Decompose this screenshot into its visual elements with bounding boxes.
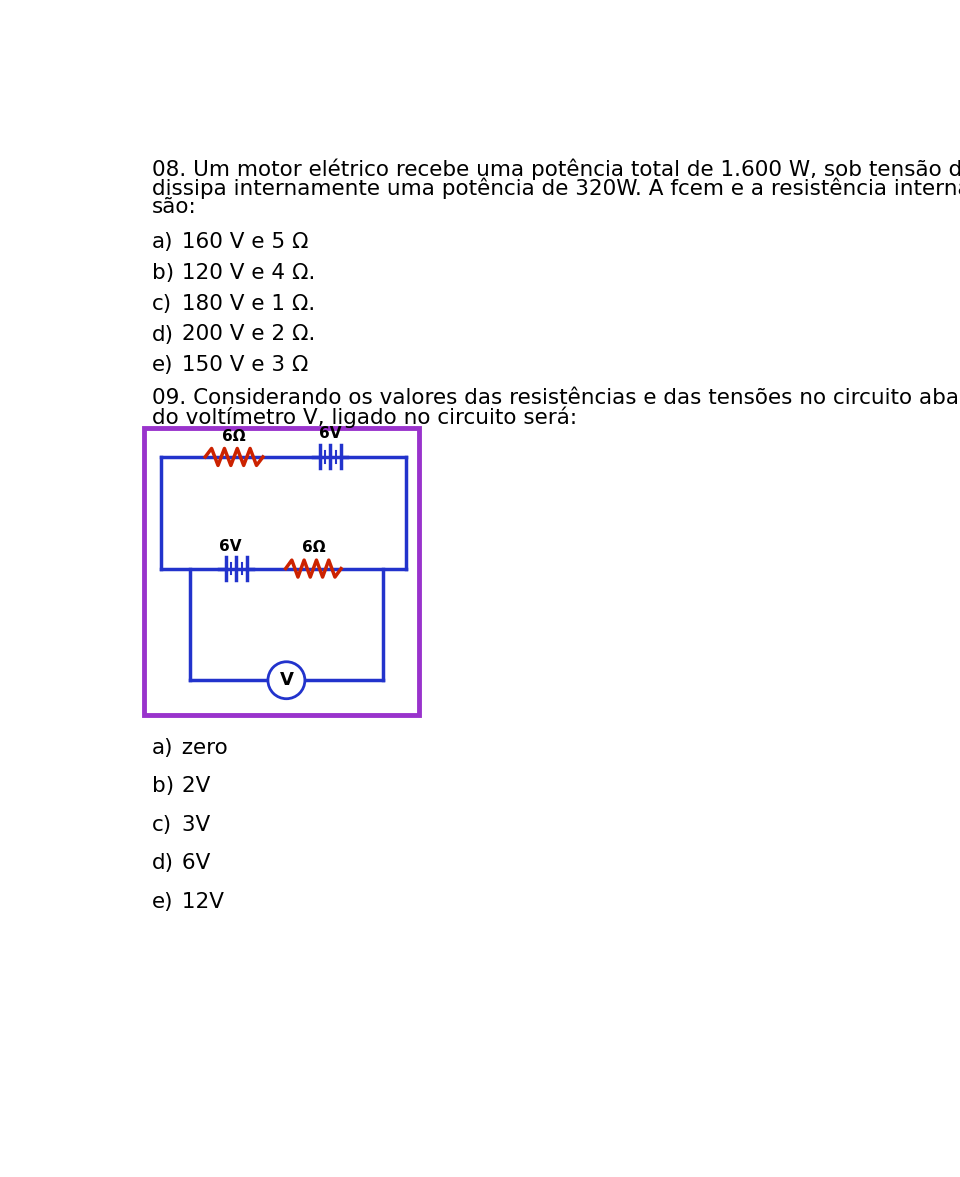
Text: 09. Considerando os valores das resistências e das tensões no circuito abaixo, a: 09. Considerando os valores das resistên… — [152, 387, 960, 407]
Text: b): b) — [152, 777, 174, 797]
Text: 6Ω: 6Ω — [222, 428, 246, 444]
Text: a): a) — [152, 232, 173, 252]
Text: 6Ω: 6Ω — [301, 540, 325, 556]
Text: V: V — [279, 671, 294, 690]
Bar — [144, 427, 419, 714]
Text: do voltímetro V, ligado no circuito será:: do voltímetro V, ligado no circuito será… — [152, 407, 577, 428]
Text: b): b) — [152, 262, 174, 282]
Text: e): e) — [152, 892, 173, 912]
Text: 08. Um motor elétrico recebe uma potência total de 1.600 W, sob tensão de 200 V,: 08. Um motor elétrico recebe uma potênci… — [152, 158, 960, 180]
Text: d): d) — [152, 325, 174, 345]
Text: 6V: 6V — [220, 539, 242, 554]
Text: c): c) — [152, 294, 172, 314]
Text: 150 V e 3 Ω: 150 V e 3 Ω — [175, 355, 308, 375]
Text: e): e) — [152, 355, 173, 375]
Text: a): a) — [152, 738, 173, 758]
Text: 120 V e 4 Ω.: 120 V e 4 Ω. — [175, 262, 315, 282]
Text: 6V: 6V — [175, 853, 210, 873]
Text: 180 V e 1 Ω.: 180 V e 1 Ω. — [175, 294, 315, 314]
Text: dissipa internamente uma potência de 320W. A fcem e a resistência interna do mot: dissipa internamente uma potência de 320… — [152, 178, 960, 199]
Text: 6V: 6V — [319, 426, 342, 440]
Text: 160 V e 5 Ω: 160 V e 5 Ω — [175, 232, 308, 252]
Text: zero: zero — [175, 738, 228, 758]
Text: são:: são: — [152, 197, 197, 217]
Text: 3V: 3V — [175, 814, 210, 834]
Text: c): c) — [152, 814, 172, 834]
Text: 2V: 2V — [175, 777, 210, 797]
Text: 12V: 12V — [175, 892, 224, 912]
Text: d): d) — [152, 853, 174, 873]
Text: 200 V e 2 Ω.: 200 V e 2 Ω. — [175, 325, 315, 345]
Circle shape — [268, 661, 305, 699]
